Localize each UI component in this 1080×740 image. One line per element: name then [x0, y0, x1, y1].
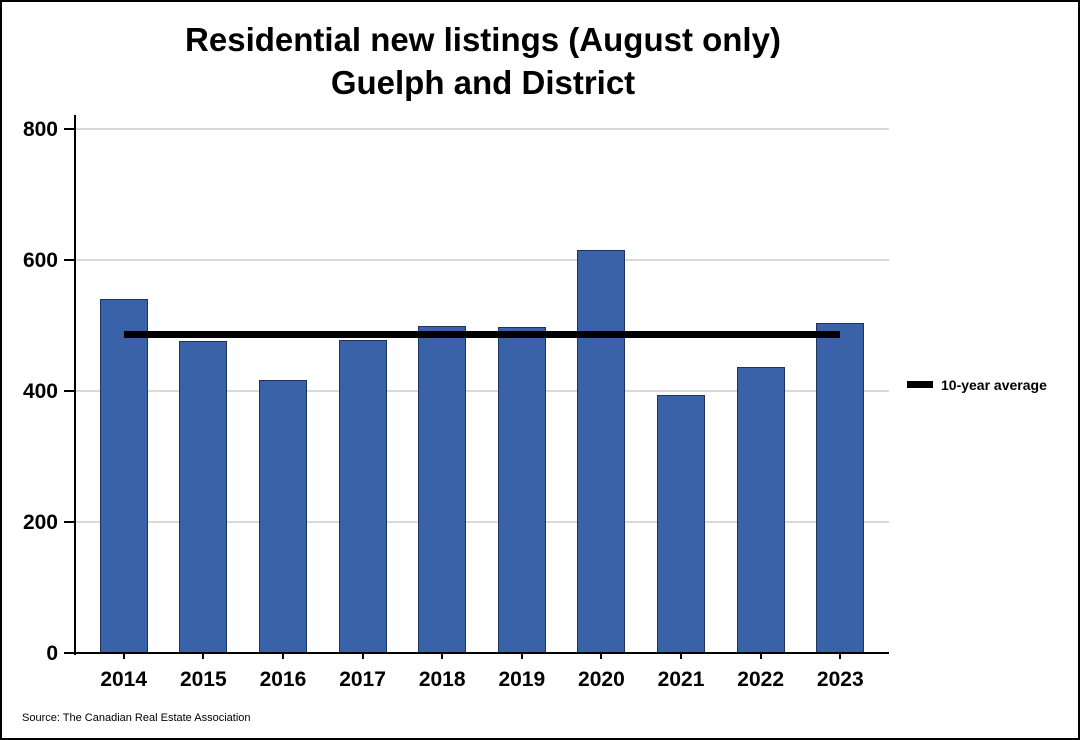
bar-2023	[816, 322, 865, 653]
x-tick-label-2020: 2020	[578, 668, 625, 691]
x-tick-label-2018: 2018	[418, 668, 466, 691]
x-tick-label-2017: 2017	[339, 668, 386, 691]
x-tick-2023	[839, 653, 842, 659]
bar-2016	[258, 379, 307, 653]
x-tick-2021	[680, 653, 683, 659]
y-tick-600	[64, 259, 76, 261]
bar-2017	[338, 339, 387, 653]
y-tick-label-0: 0	[46, 641, 58, 665]
average-line-legend-swatch	[907, 381, 933, 388]
x-tick-label-2015: 2015	[179, 668, 227, 691]
average-line	[123, 331, 841, 339]
bar-2022	[736, 366, 785, 653]
x-tick-label-2016: 2016	[259, 668, 307, 691]
gridline-200	[76, 521, 889, 523]
y-tick-label-200: 200	[22, 510, 58, 534]
average-line-legend-label: 10-year average	[941, 376, 1047, 393]
bar-2018	[418, 326, 467, 653]
x-tick-label-2014: 2014	[100, 668, 148, 691]
chart-title: Residential new listings (August only) G…	[2, 18, 964, 104]
y-tick-800	[64, 128, 76, 130]
y-tick-200	[64, 521, 76, 523]
x-tick-2020	[600, 653, 603, 659]
legend: 10-year average	[907, 374, 1047, 395]
x-axis-line	[74, 652, 889, 654]
x-tick-label-2021: 2021	[657, 668, 705, 691]
gridline-800	[76, 128, 889, 130]
x-tick-2015	[202, 653, 205, 659]
bar-2021	[657, 394, 706, 653]
x-tick-2022	[759, 653, 762, 659]
y-tick-0	[64, 652, 76, 654]
bar-2014	[99, 298, 148, 653]
y-tick-label-800: 800	[22, 117, 58, 141]
x-tick-2019	[520, 653, 523, 659]
bar-2020	[577, 250, 626, 653]
bar-2015	[179, 340, 228, 653]
x-tick-2018	[441, 653, 444, 659]
source-note: Source: The Canadian Real Estate Associa…	[22, 712, 251, 724]
chart-title-line2: Guelph and District	[330, 64, 636, 101]
y-tick-400	[64, 390, 76, 392]
x-tick-label-2019: 2019	[498, 668, 546, 691]
x-tick-2014	[122, 653, 125, 659]
gridline-600	[76, 259, 889, 261]
x-tick-2017	[361, 653, 364, 659]
x-tick-2016	[281, 653, 284, 659]
x-tick-label-2023: 2023	[816, 668, 864, 691]
y-axis-line	[74, 115, 76, 655]
y-tick-label-400: 400	[22, 379, 58, 403]
gridline-400	[76, 390, 889, 392]
bar-2019	[497, 326, 546, 653]
x-tick-label-2022: 2022	[737, 668, 785, 691]
chart-title-line1: Residential new listings (August only)	[185, 21, 781, 58]
y-tick-label-600: 600	[22, 248, 58, 272]
